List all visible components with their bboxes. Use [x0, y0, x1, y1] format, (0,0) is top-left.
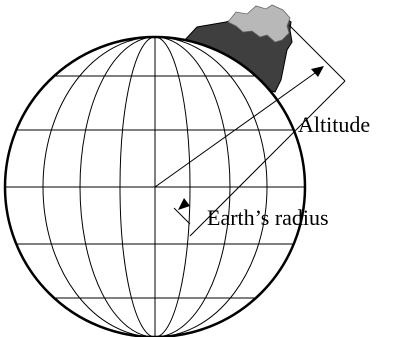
altitude-label: Altitude	[298, 112, 370, 137]
radius-arrow-bottom	[178, 198, 190, 210]
earth-radius-label: Earth’s radius	[207, 205, 329, 230]
radius-line	[154, 67, 323, 188]
radius-end-tick	[173, 207, 191, 225]
altitude-extension-line	[288, 24, 346, 82]
arrowheads	[178, 66, 324, 210]
globe-outline	[3, 35, 307, 337]
radius-arrow-top	[311, 66, 324, 77]
measurements	[154, 24, 346, 237]
mountain-snowcap	[227, 4, 291, 43]
altitude-dimension-line	[189, 80, 346, 237]
